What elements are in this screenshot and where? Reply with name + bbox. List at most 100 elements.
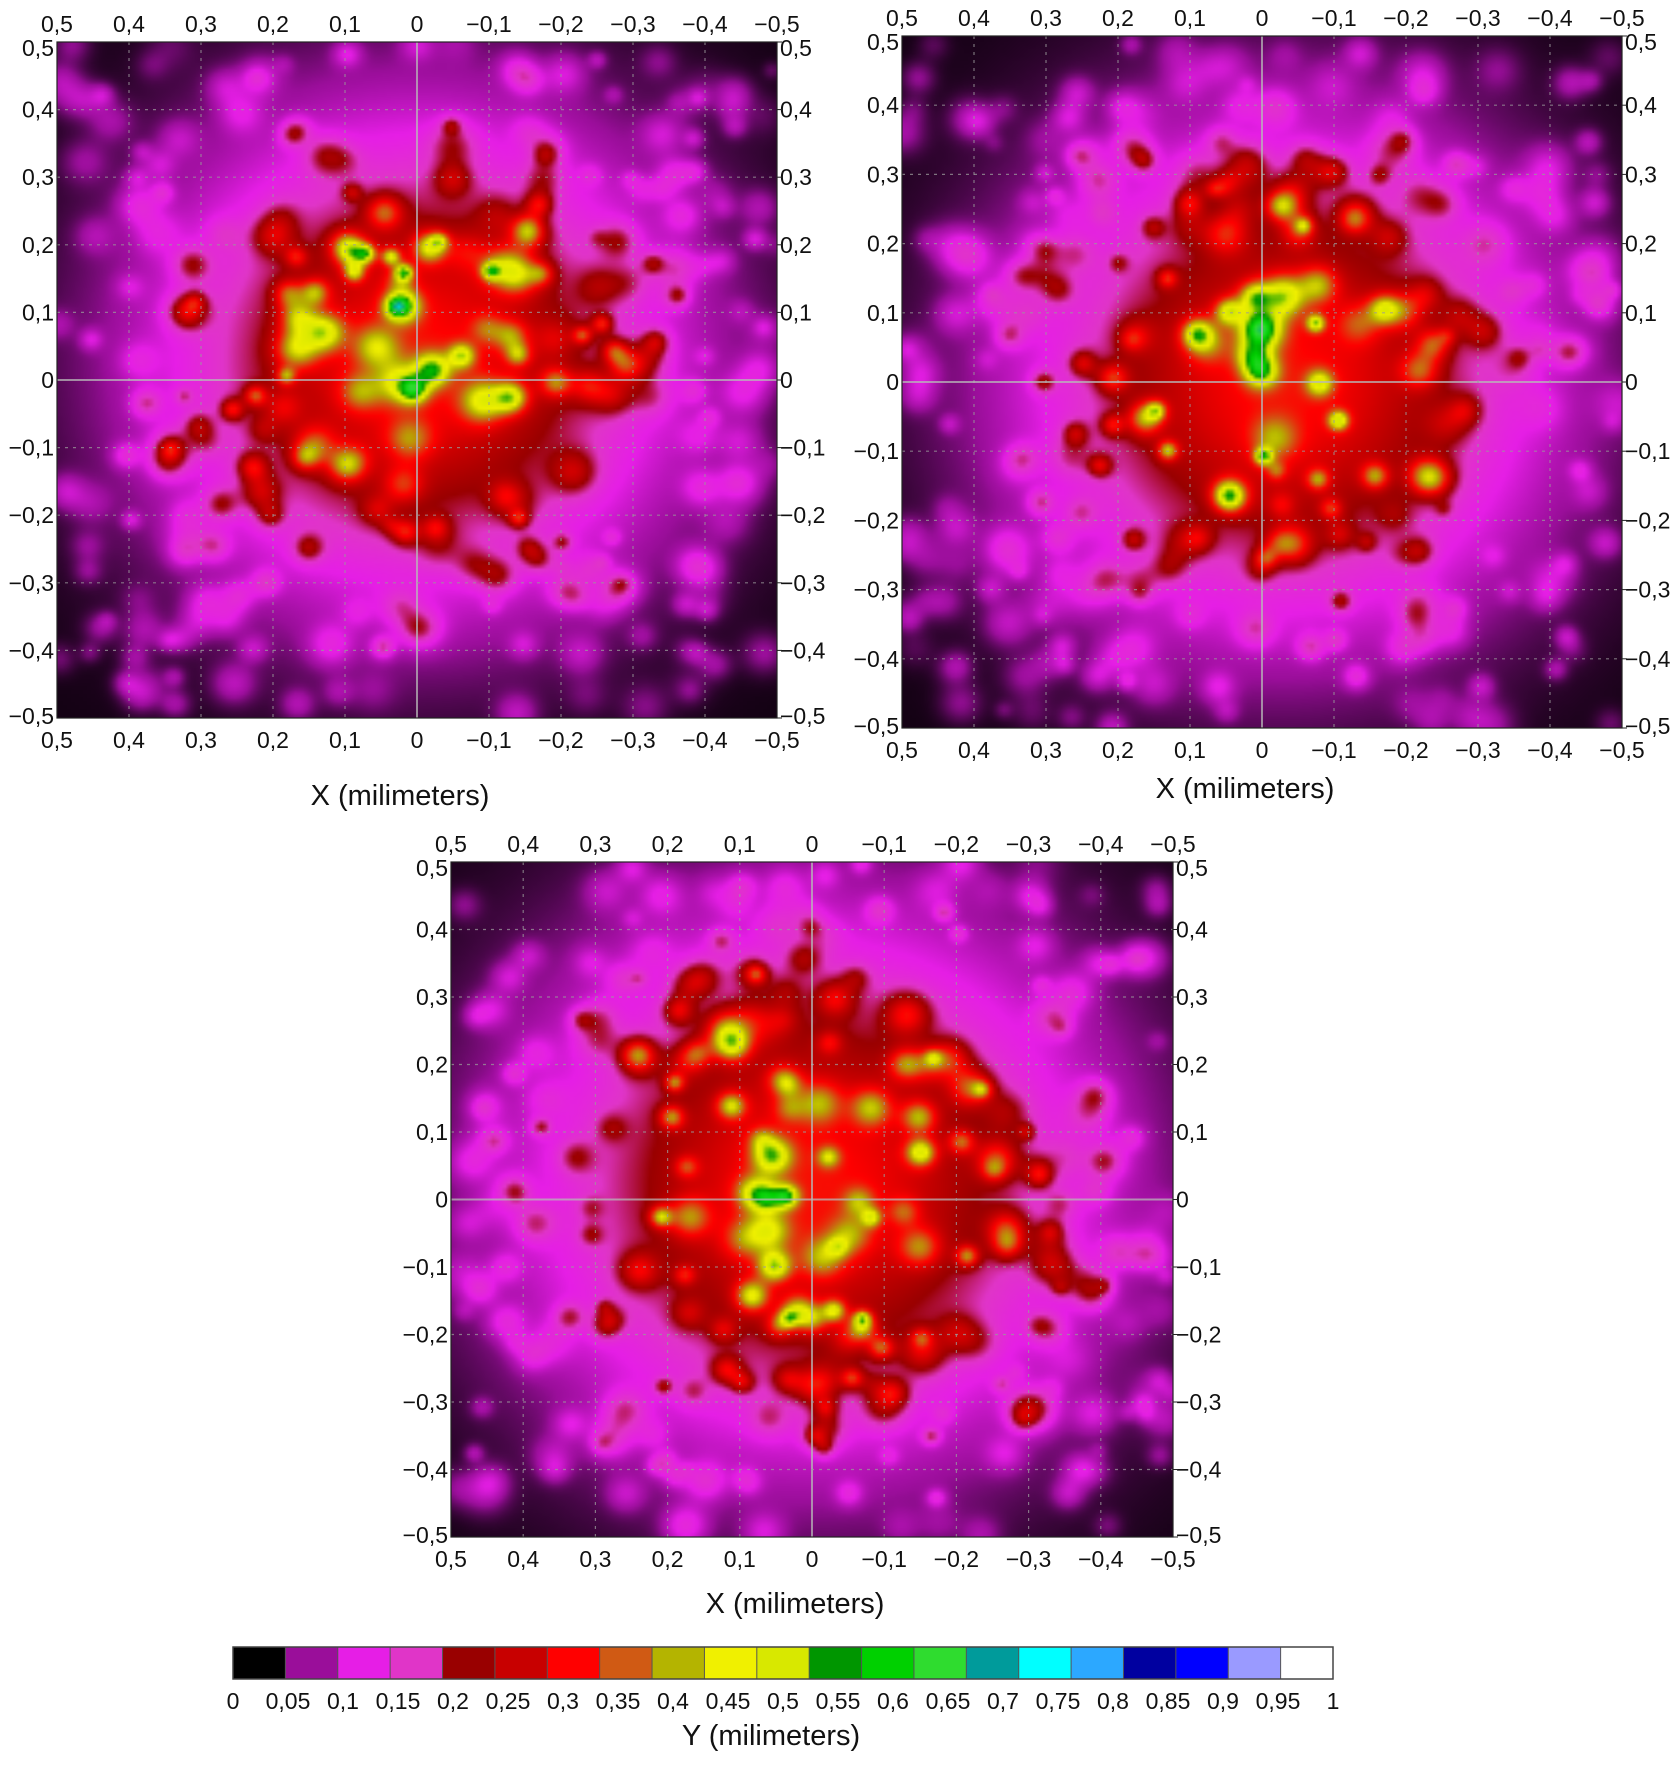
y-tick-label-left: 0,3: [416, 984, 448, 1010]
x-axis-label: X (milimeters): [1156, 773, 1335, 805]
x-tick-label-top: −0,4: [1527, 5, 1573, 31]
colorbar-swatch: [1071, 1647, 1124, 1679]
y-tick-label-right: −0,5: [780, 703, 825, 729]
y-tick-label-right: 0,2: [1625, 231, 1657, 257]
y-tick-label-right: 0: [780, 367, 793, 393]
x-tick-label-top: 0,3: [1030, 5, 1062, 31]
colorbar-tick-label: 0,85: [1146, 1688, 1191, 1714]
colorbar-tick-label: 0,1: [327, 1688, 359, 1714]
x-tick-label-top: −0,1: [466, 11, 511, 37]
colorbar-swatch: [233, 1647, 286, 1679]
colorbar-tick-label: 0,9: [1207, 1688, 1239, 1714]
y-tick-label-left: −0,1: [403, 1254, 448, 1280]
y-tick-label-left: 0,4: [22, 97, 54, 123]
x-tick-label-top: −0,2: [934, 831, 979, 857]
x-tick-label-bottom: 0,5: [886, 737, 918, 763]
y-tick-label-right: 0: [1625, 369, 1638, 395]
x-tick-label-top: 0,1: [329, 11, 361, 37]
x-tick-label-top: 0: [411, 11, 424, 37]
x-tick-label-top: −0,1: [861, 831, 906, 857]
colorbar-tick-label: 0,55: [816, 1688, 861, 1714]
x-tick-label-bottom: 0: [1256, 737, 1269, 763]
colorbar-swatch: [1123, 1647, 1177, 1679]
x-tick-label-bottom: −0,1: [466, 727, 511, 753]
x-tick-label-top: −0,3: [1006, 831, 1051, 857]
colorbar-swatch: [756, 1647, 810, 1679]
y-tick-label-left: 0,4: [867, 92, 899, 118]
x-tick-label-bottom: 0,3: [1030, 737, 1062, 763]
colorbar-swatch: [913, 1647, 967, 1679]
x-tick-label-bottom: 0,3: [579, 1546, 611, 1572]
y-tick-label-left: 0,1: [867, 300, 899, 326]
x-tick-label-bottom: −0,2: [1383, 737, 1428, 763]
x-tick-label-bottom: 0,5: [435, 1546, 467, 1572]
x-tick-label-bottom: 0,2: [257, 727, 289, 753]
y-tick-label-right: −0,3: [1625, 577, 1670, 603]
colorbar-swatch: [494, 1647, 548, 1679]
x-tick-label-bottom: −0,5: [1599, 737, 1644, 763]
y-tick-label-left: 0: [41, 367, 54, 393]
y-tick-label-right: −0,2: [1176, 1322, 1221, 1348]
x-tick-label-top: 0,5: [435, 831, 467, 857]
y-tick-label-left: 0,2: [22, 232, 54, 258]
x-tick-label-top: −0,4: [1078, 831, 1124, 857]
y-tick-label-right: 0,4: [1176, 917, 1208, 943]
y-tick-label-left: 0,2: [416, 1052, 448, 1078]
y-tick-label-right: 0,3: [780, 164, 812, 190]
y-tick-label-right: 0,5: [1625, 29, 1657, 55]
y-tick-label-left: −0,2: [9, 502, 54, 528]
y-tick-label-left: 0,4: [416, 917, 448, 943]
x-tick-label-top: −0,2: [538, 11, 583, 37]
y-tick-label-right: 0,4: [780, 97, 812, 123]
colorbar-swatch: [809, 1647, 863, 1679]
colorbar-tick-label: 0,4: [657, 1688, 689, 1714]
x-tick-label-bottom: 0,4: [507, 1546, 539, 1572]
x-tick-label-top: 0,4: [113, 11, 145, 37]
x-tick-label-top: −0,1: [1311, 5, 1356, 31]
x-tick-label-bottom: −0,4: [1078, 1546, 1124, 1572]
colorbar-swatch: [966, 1647, 1020, 1679]
y-tick-label-left: 0,1: [416, 1119, 448, 1145]
x-tick-label-top: 0,2: [652, 831, 684, 857]
y-tick-label-left: −0,3: [854, 577, 899, 603]
y-tick-label-right: 0,2: [780, 232, 812, 258]
y-tick-label-right: −0,2: [1625, 507, 1670, 533]
y-tick-label-left: 0: [435, 1187, 448, 1213]
y-tick-label-left: 0: [886, 369, 899, 395]
y-tick-label-right: 0,1: [1176, 1119, 1208, 1145]
x-tick-label-top: 0,4: [507, 831, 539, 857]
x-tick-label-bottom: −0,4: [682, 727, 728, 753]
x-tick-label-top: −0,3: [1455, 5, 1500, 31]
y-tick-label-left: −0,5: [854, 713, 899, 739]
x-tick-label-top: 0: [806, 831, 819, 857]
colorbar-swatch: [861, 1647, 915, 1679]
colorbar-swatch: [1280, 1647, 1334, 1679]
colorbar-tick-label: 0,95: [1256, 1688, 1301, 1714]
y-tick-label-right: −0,5: [1625, 713, 1670, 739]
x-tick-label-bottom: 0,2: [1102, 737, 1134, 763]
x-tick-label-bottom: −0,4: [1527, 737, 1573, 763]
y-tick-label-left: −0,5: [9, 703, 54, 729]
y-tick-label-left: 0,3: [22, 164, 54, 190]
y-tick-label-right: −0,5: [1176, 1522, 1221, 1548]
y-tick-label-left: 0,2: [867, 231, 899, 257]
y-tick-label-right: 0,1: [1625, 300, 1657, 326]
x-tick-label-bottom: −0,3: [1006, 1546, 1051, 1572]
colorbar-tick-label: 0,6: [877, 1688, 909, 1714]
x-tick-label-bottom: 0,1: [1174, 737, 1206, 763]
y-tick-label-right: −0,1: [1176, 1254, 1221, 1280]
y-tick-label-right: 0,1: [780, 299, 812, 325]
y-tick-label-left: 0,5: [867, 29, 899, 55]
y-tick-label-right: −0,4: [780, 637, 826, 663]
colorbar-tick-label: 0,3: [547, 1688, 579, 1714]
y-tick-label-left: −0,4: [854, 646, 900, 672]
colorbar-tick-label: 0,5: [767, 1688, 799, 1714]
y-tick-label-left: −0,4: [9, 637, 55, 663]
y-tick-label-left: −0,1: [9, 435, 54, 461]
colorbar-tick-label: 0,2: [437, 1688, 469, 1714]
y-tick-label-right: 0,3: [1176, 984, 1208, 1010]
x-tick-label-bottom: −0,3: [610, 727, 655, 753]
colorbar-tick-label: 0,05: [266, 1688, 311, 1714]
colorbar-frame: [232, 1646, 1334, 1680]
